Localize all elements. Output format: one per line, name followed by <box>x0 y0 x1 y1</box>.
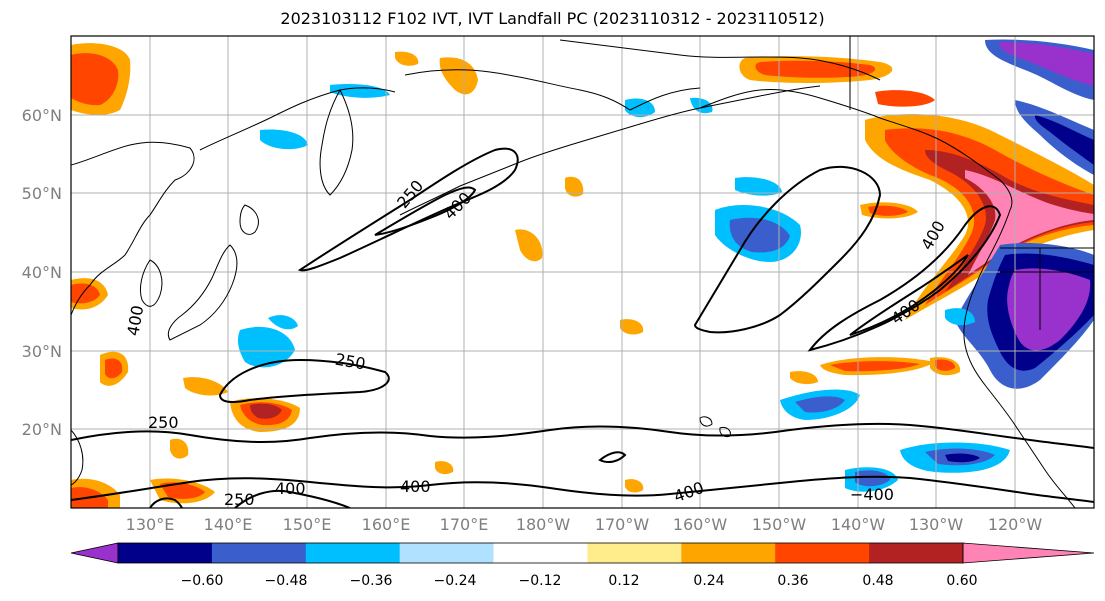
graticule <box>71 36 1094 508</box>
colorbar-tick-label: 0.48 <box>862 573 893 589</box>
lat-label: 40°N <box>22 263 62 282</box>
lon-label: 180°W <box>516 515 571 534</box>
colorbar-segment <box>305 543 401 563</box>
contour-label: 250 <box>148 413 179 432</box>
lon-label: 150°E <box>283 515 332 534</box>
contour-label: 400 <box>400 477 431 496</box>
lon-label: 130°W <box>909 515 964 534</box>
contour-label: 400 <box>275 479 306 498</box>
map-frame <box>70 35 1095 509</box>
lon-label: 160°E <box>362 515 411 534</box>
colorbar-segment <box>399 543 495 563</box>
lon-label: 150°W <box>752 515 807 534</box>
colorbar-segment <box>118 543 213 563</box>
lon-label: 170°E <box>440 515 489 534</box>
lon-labels: 130°E 140°E 150°E 160°E 170°E 180°W 170°… <box>126 515 1043 534</box>
lon-label: 130°E <box>126 515 175 534</box>
colorbar-outline <box>117 542 964 564</box>
lon-label: 170°W <box>595 515 650 534</box>
lat-label: 50°N <box>22 184 62 203</box>
colorbar-tick-label: −0.60 <box>181 573 224 589</box>
colorbar-segment <box>775 543 870 563</box>
colorbar-tick-label: −0.12 <box>519 573 562 589</box>
colorbar-segment <box>211 543 307 563</box>
colorbar-tick-label: −0.24 <box>434 573 477 589</box>
colorbar-segment <box>869 543 964 563</box>
map-title: 2023103112 F102 IVT, IVT Landfall PC (20… <box>280 9 825 28</box>
colorbar-tick-label: 0.36 <box>777 573 808 589</box>
colorbar-tick-label: −0.48 <box>265 573 308 589</box>
contour-label: −400 <box>850 485 894 504</box>
colorbar <box>70 542 1095 564</box>
colorbar-arrow-left <box>70 542 119 564</box>
lat-label: 20°N <box>22 420 62 439</box>
contour-label: 250 <box>224 490 255 509</box>
lon-label: 140°E <box>204 515 253 534</box>
ivt-contours <box>71 147 1094 508</box>
colorbar-tick-label: 0.60 <box>946 573 977 589</box>
lat-label: 30°N <box>22 342 62 361</box>
lat-label: 60°N <box>22 106 62 125</box>
colorbar-arrow-right <box>962 542 1095 564</box>
colorbar-segment <box>681 543 776 563</box>
colorbar-tick-label: −0.36 <box>350 573 393 589</box>
coastlines <box>71 36 1094 508</box>
colorbar-segment <box>493 543 588 563</box>
colorbar-segment <box>587 543 682 563</box>
colorbar-labels: −0.60 −0.48 −0.36 −0.24 −0.12 0.12 0.24 … <box>181 573 978 589</box>
ivt-shading <box>71 39 1094 508</box>
lat-labels: 60°N 50°N 40°N 30°N 20°N <box>22 106 62 439</box>
lon-label: 120°W <box>988 515 1043 534</box>
lon-label: 160°W <box>673 515 728 534</box>
colorbar-tick-label: 0.24 <box>693 573 724 589</box>
colorbar-tick-label: 0.12 <box>608 573 639 589</box>
lon-label: 140°W <box>831 515 886 534</box>
